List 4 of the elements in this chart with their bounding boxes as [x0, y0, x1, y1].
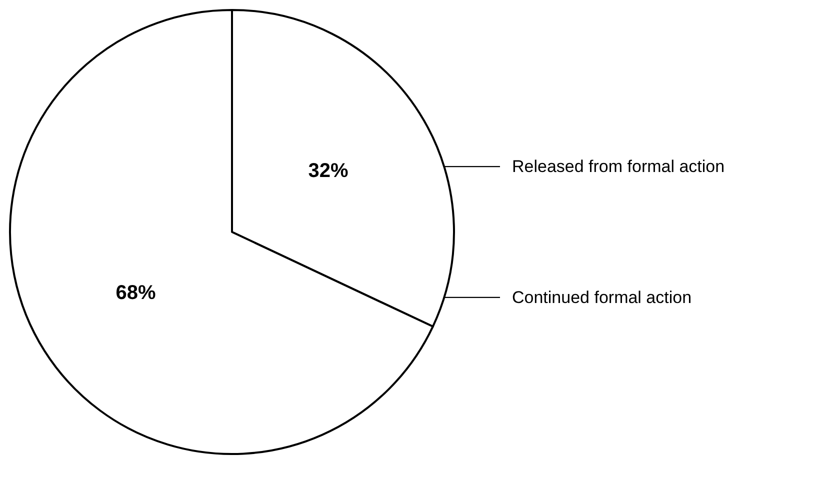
data-label: 68%	[116, 282, 156, 304]
slice-label: Continued formal action	[512, 288, 692, 307]
data-label: 32%	[308, 160, 348, 182]
slice-label: Released from formal action	[512, 157, 725, 176]
